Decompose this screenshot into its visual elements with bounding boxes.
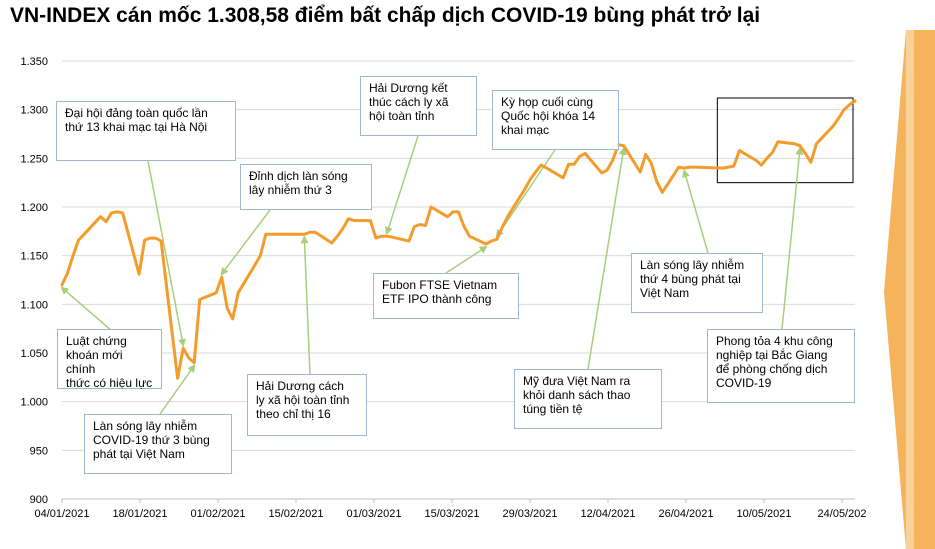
annotation-arrow xyxy=(445,245,488,274)
x-tick-label: 15/02/2021 xyxy=(268,508,323,520)
vn-index-line xyxy=(60,99,857,380)
side-decoration xyxy=(884,30,935,549)
annotation-arrow xyxy=(300,235,311,375)
annotation-arrow xyxy=(220,209,271,276)
annotation-box: Mỹ đưa Việt Nam ra khỏi danh sách thao t… xyxy=(514,369,662,429)
annotation-box: Hải Dương kết thúc cách ly xã hội toàn t… xyxy=(360,76,477,136)
x-tick-label: 04/01/2021 xyxy=(34,508,89,520)
x-tick-label: 12/04/2021 xyxy=(580,508,635,520)
highlight-box xyxy=(716,97,854,184)
y-tick-label: 1.050 xyxy=(20,348,48,360)
annotation-box: Làn sóng lây nhiễm thứ 4 bùng phát tại V… xyxy=(631,253,763,313)
annotation-arrow xyxy=(384,135,419,236)
y-tick-label: 950 xyxy=(30,445,48,457)
page-title: VN-INDEX cán mốc 1.308,58 điểm bất chấp … xyxy=(10,4,761,27)
side-arrow-highlight xyxy=(906,30,914,549)
annotation-box: Đại hội đảng toàn quốc lần thứ 13 khai m… xyxy=(56,101,236,161)
x-tick-label: 15/03/2021 xyxy=(424,508,479,520)
annotation-box: Kỳ họp cuối cùng Quốc hội khóa 14 khai m… xyxy=(492,90,619,150)
x-tick-label: 01/03/2021 xyxy=(346,508,401,520)
y-tick-label: 900 xyxy=(30,494,48,506)
highlight-region xyxy=(716,97,854,184)
annotation-arrow xyxy=(147,160,186,348)
x-tick-label: 26/04/2021 xyxy=(658,508,713,520)
y-tick-label: 1.200 xyxy=(20,202,48,214)
x-tick-label: 01/02/2021 xyxy=(190,508,245,520)
y-axis-ticks: 900 950 1.000 1.050 1.100 1.150 1.200 1.250 1.30… xyxy=(20,56,48,506)
x-tick-label: 29/03/2021 xyxy=(502,508,557,520)
annotation-arrow xyxy=(781,146,804,330)
x-tick-label: 10/05/2021 xyxy=(736,508,791,520)
x-axis-ticks: 04/01/2021 18/01/2021 01/02/2021 15/02/2021… xyxy=(34,499,866,520)
x-tick-label: 18/01/2021 xyxy=(112,508,167,520)
annotation-arrow xyxy=(60,286,113,332)
annotation-box: Đỉnh dịch làn sóng lây nhiễm thứ 3 xyxy=(240,164,372,210)
annotation-box: Luật chứng khoán mới chính thức có hiệu … xyxy=(57,329,162,390)
annotation-arrow xyxy=(682,169,709,254)
annotation-arrow xyxy=(159,364,196,415)
y-tick-label: 1.350 xyxy=(20,56,48,68)
data-series xyxy=(60,99,857,380)
y-tick-label: 1.100 xyxy=(20,299,48,311)
x-tick-label: 24/05/202 xyxy=(818,508,867,520)
annotation-box: Hải Dương cách ly xã hội toàn tỉnh theo … xyxy=(247,374,367,436)
y-tick-label: 1.250 xyxy=(20,153,48,165)
y-tick-label: 1.300 xyxy=(20,105,48,117)
annotation-arrow xyxy=(587,146,627,370)
annotation-box: Phong tỏa 4 khu công nghiệp tại Bắc Gian… xyxy=(707,329,855,403)
y-tick-label: 1.150 xyxy=(20,251,48,263)
y-tick-label: 1.000 xyxy=(20,397,48,409)
annotation-box: Fubon FTSE Vietnam ETF IPO thành công xyxy=(373,273,519,319)
annotation-box: Làn sóng lây nhiễm COVID-19 thứ 3 bùng p… xyxy=(84,414,232,474)
